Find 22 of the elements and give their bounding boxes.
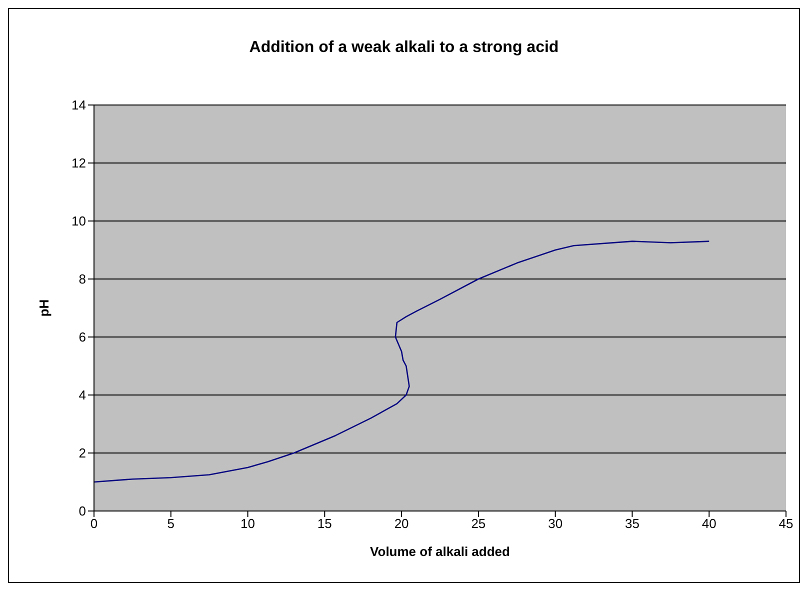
x-tick-label: 5 (167, 516, 175, 532)
y-tick-label: 14 (72, 98, 86, 113)
x-tick-label: 40 (702, 516, 716, 532)
x-tick-label: 15 (317, 516, 332, 532)
x-tick-label: 35 (624, 516, 640, 532)
y-tick-label: 8 (78, 272, 86, 287)
y-tick-label: 6 (78, 330, 86, 345)
chart-title: Addition of a weak alkali to a strong acid (248, 39, 560, 57)
x-tick-label: 30 (548, 516, 563, 532)
y-tick-label: 4 (78, 388, 86, 403)
y-tick-label: 0 (78, 504, 86, 519)
x-tick-label: 0 (90, 516, 98, 532)
x-tick-label: 25 (471, 516, 486, 532)
x-axis-title: Volume of alkali added (370, 544, 510, 559)
y-tick-label: 10 (72, 214, 86, 229)
line-series (94, 240, 710, 483)
y-tick-label: 12 (72, 156, 86, 171)
y-axis-title: pH (36, 299, 52, 317)
x-tick-label: 45 (778, 516, 794, 532)
x-tick-label: 10 (240, 516, 256, 532)
y-tick-label: 2 (78, 446, 86, 461)
x-tick-label: 20 (394, 516, 409, 532)
